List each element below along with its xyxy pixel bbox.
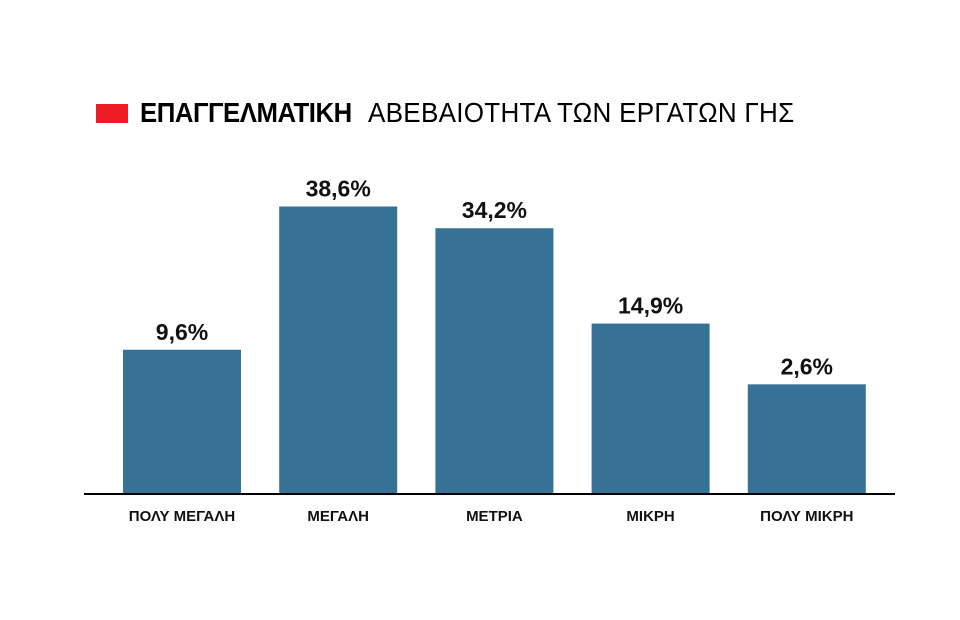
bar xyxy=(435,228,554,494)
bar xyxy=(591,323,710,494)
data-label: 34,2% xyxy=(462,197,527,223)
bar xyxy=(279,206,398,494)
data-label: 2,6% xyxy=(781,353,833,379)
title-bold: ΕΠΑΓΓΕΛΜΑΤΙΚΗ xyxy=(140,97,352,128)
bar xyxy=(747,384,866,494)
title-marker xyxy=(96,103,128,123)
data-label: 9,6% xyxy=(156,319,208,345)
category-label: ΜΙΚΡΗ xyxy=(626,508,674,525)
data-label: 14,9% xyxy=(618,293,683,319)
data-label: 38,6% xyxy=(306,175,371,201)
category-label: ΠΟΛΥ ΜΕΓΑΛΗ xyxy=(129,508,235,525)
category-label: ΜΕΤΡΙΑ xyxy=(466,508,523,525)
category-label: ΠΟΛΥ ΜΙΚΡΗ xyxy=(760,508,853,525)
category-label: ΜΕΓΑΛΗ xyxy=(307,508,369,525)
title-rest: ΑΒΕΒΑΙΟΤΗΤΑ ΤΩΝ ΕΡΓΑΤΩΝ ΓΗΣ xyxy=(368,97,795,128)
chart-title: ΕΠΑΓΓΕΛΜΑΤΙΚΗ ΑΒΕΒΑΙΟΤΗΤΑ ΤΩΝ ΕΡΓΑΤΩΝ ΓΗ… xyxy=(96,96,827,130)
bar xyxy=(123,349,241,494)
